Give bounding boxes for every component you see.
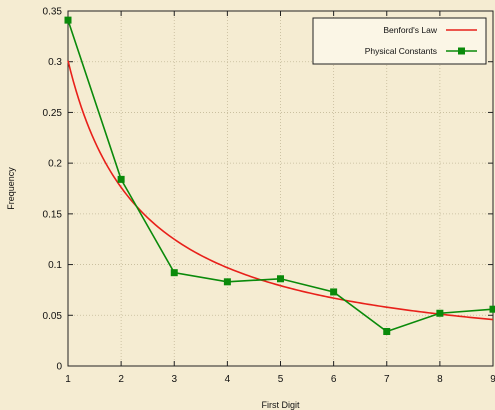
- x-tick-label: 8: [437, 374, 443, 385]
- x-tick-label: 2: [118, 374, 124, 385]
- constants-marker: [223, 278, 231, 286]
- x-tick-label: 7: [384, 374, 390, 385]
- x-tick-label: 3: [171, 374, 177, 385]
- legend-box: [312, 17, 487, 65]
- legend-label: Physical Constants: [365, 46, 437, 56]
- y-tick-label: 0.35: [43, 7, 63, 18]
- y-tick-label: 0.1: [48, 260, 62, 271]
- y-tick-label: 0.05: [43, 311, 63, 322]
- constants-marker: [436, 309, 444, 317]
- constants-marker: [489, 305, 495, 313]
- y-axis-title: Frequency: [6, 167, 16, 210]
- constants-marker: [330, 288, 338, 296]
- x-tick-label: 9: [490, 374, 495, 385]
- x-axis-title: First Digit: [262, 400, 300, 410]
- legend-swatch-marker: [458, 47, 465, 55]
- constants-marker: [117, 175, 125, 183]
- constants-marker: [277, 275, 284, 283]
- constants-marker: [383, 328, 391, 336]
- y-tick-label: 0.3: [48, 57, 62, 68]
- x-tick-label: 6: [331, 374, 337, 385]
- x-tick-label: 4: [225, 374, 231, 385]
- x-tick-label: 5: [278, 374, 284, 385]
- legend-label: Benford's Law: [383, 25, 437, 35]
- y-tick-label: 0.15: [43, 209, 63, 220]
- constants-marker: [64, 16, 72, 24]
- y-tick-label: 0: [56, 362, 62, 373]
- y-tick-label: 0.25: [43, 108, 63, 119]
- constants-marker: [170, 269, 178, 277]
- x-tick-label: 1: [65, 374, 71, 385]
- y-tick-label: 0.2: [48, 159, 62, 170]
